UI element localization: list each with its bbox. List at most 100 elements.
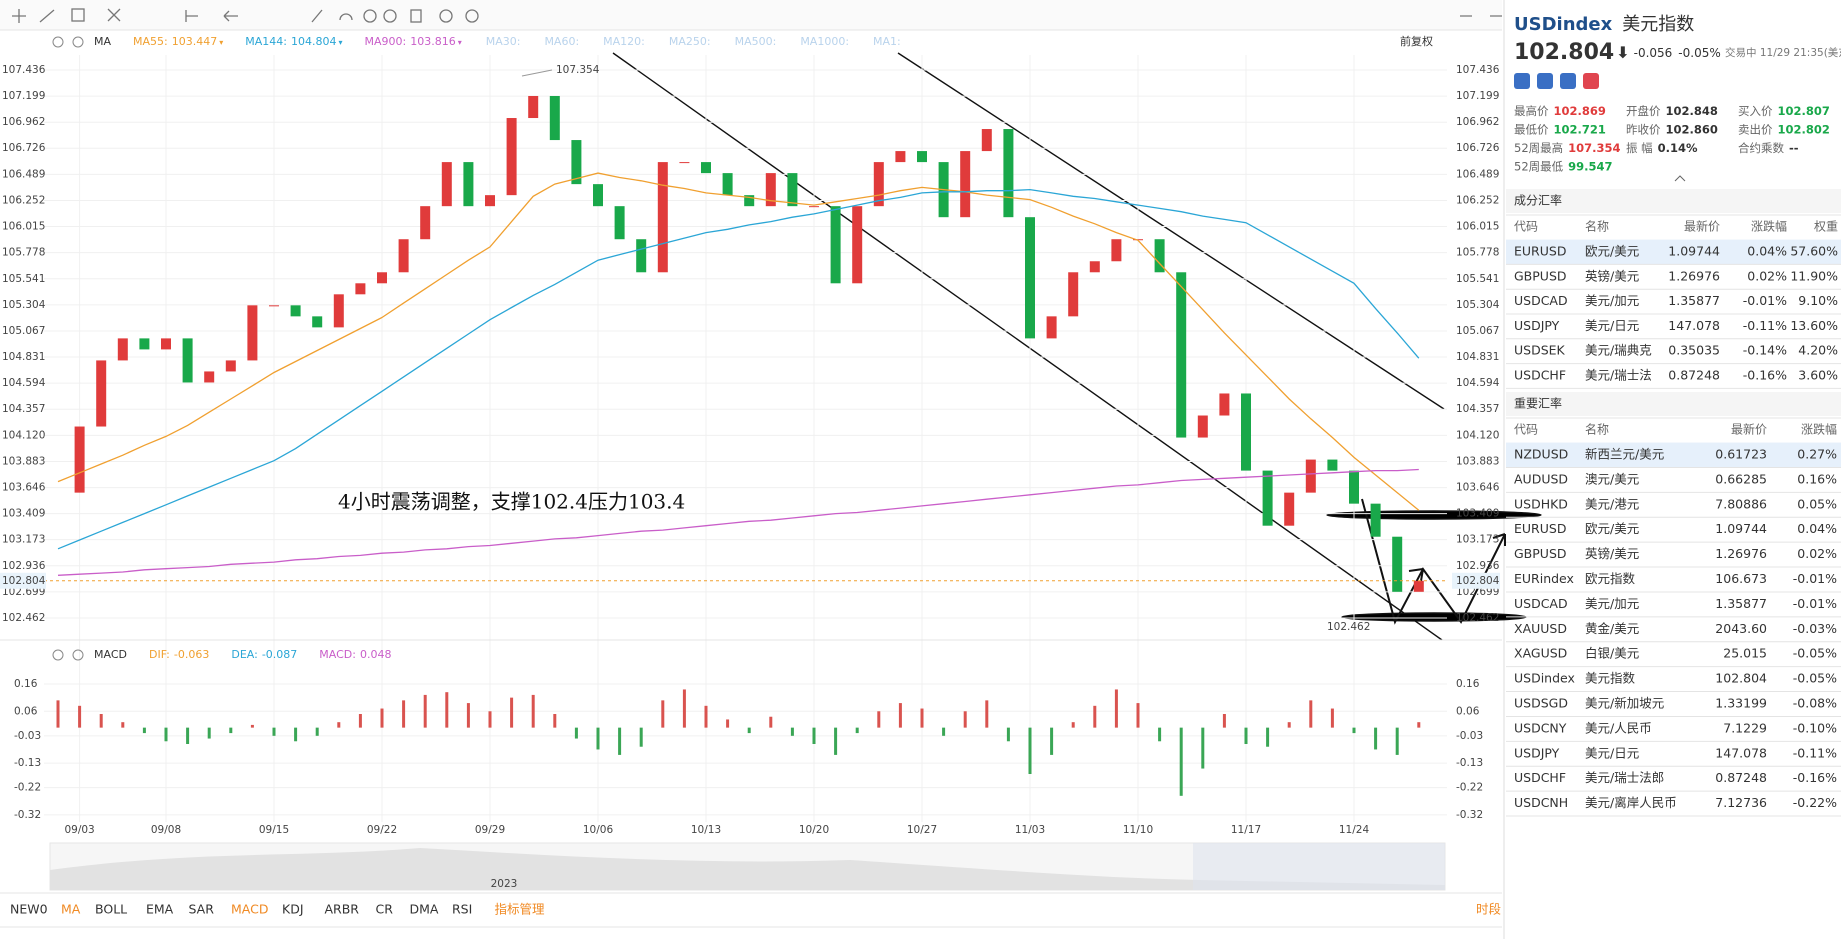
- table-cell[interactable]: USDCAD: [1514, 596, 1568, 611]
- x-tick-label: 10/20: [799, 824, 829, 836]
- navigator-window[interactable]: [1193, 843, 1445, 890]
- action-icon[interactable]: [1583, 73, 1599, 89]
- table-cell[interactable]: EURUSD: [1514, 521, 1566, 536]
- histogram-bar: [1374, 727, 1378, 750]
- table-cell[interactable]: USDCHF: [1514, 770, 1566, 785]
- candle: [355, 283, 366, 295]
- y-tick-label: 103.409: [1456, 508, 1499, 520]
- table-cell[interactable]: AUDUSD: [1514, 471, 1568, 486]
- table-cell[interactable]: USDHKD: [1514, 496, 1568, 511]
- section-bar: [1506, 392, 1841, 416]
- table-cell: 美元/新加坡元: [1585, 696, 1664, 711]
- action-icon[interactable]: [1514, 73, 1530, 89]
- indicator-manage[interactable]: 指标管理: [495, 902, 546, 917]
- table-cell[interactable]: USDSEK: [1514, 343, 1566, 358]
- stat-value: 102.807: [1778, 104, 1830, 118]
- table-cell[interactable]: USDCNH: [1514, 795, 1568, 810]
- candle: [679, 162, 690, 164]
- y-tick-label: 105.541: [2, 273, 45, 285]
- table-cell: 美元/日元: [1585, 318, 1639, 333]
- table-cell: -0.05%: [1793, 671, 1837, 686]
- stat-label: 52周最低: [1514, 159, 1564, 173]
- histogram-bar: [618, 727, 622, 755]
- indicator-tab[interactable]: NEW0: [10, 902, 48, 917]
- table-cell[interactable]: GBPUSD: [1514, 268, 1567, 283]
- table-cell: 1.35877: [1668, 293, 1720, 308]
- table-cell[interactable]: EURindex: [1514, 571, 1574, 586]
- table-cell[interactable]: GBPUSD: [1514, 546, 1567, 561]
- indicator-tab[interactable]: SAR: [189, 902, 215, 917]
- indicator-tab[interactable]: ARBR: [325, 902, 360, 917]
- stat-value: 102.860: [1666, 122, 1718, 136]
- toolbar-icons[interactable]: [12, 8, 1502, 23]
- table-cell[interactable]: XAGUSD: [1514, 646, 1567, 661]
- x-tick-label: 10/06: [583, 824, 614, 836]
- indicator-tab[interactable]: DMA: [410, 902, 439, 917]
- period-button[interactable]: 时段: [1476, 902, 1501, 917]
- table-cell: 欧元指数: [1585, 571, 1636, 586]
- table-cell[interactable]: USDCNY: [1514, 720, 1567, 735]
- table-cell: 美元/加元: [1585, 293, 1639, 308]
- table-cell[interactable]: USDindex: [1514, 671, 1575, 686]
- histogram-bar: [747, 727, 751, 734]
- table-cell: 147.078: [1668, 318, 1720, 333]
- stat-label: 最高价: [1514, 104, 1549, 118]
- histogram-bar: [1309, 700, 1313, 728]
- indicator-tab[interactable]: RSI: [452, 902, 472, 917]
- candle: [917, 151, 927, 163]
- navigator-year: 2023: [491, 878, 518, 890]
- low-label: 102.462: [1327, 621, 1370, 633]
- legend-name: MACD:: [319, 648, 356, 661]
- candle: [96, 360, 107, 427]
- table-cell: -0.16%: [1793, 770, 1837, 785]
- y-tick-label: 104.831: [1456, 351, 1499, 363]
- histogram-bar: [639, 727, 643, 747]
- action-icon[interactable]: [1560, 73, 1576, 89]
- candle: [161, 338, 171, 350]
- column-header: 权重: [1814, 220, 1838, 234]
- symbol: USDindex: [1514, 14, 1613, 35]
- candle: [636, 239, 647, 273]
- histogram-bar: [99, 714, 103, 728]
- indicator-tab[interactable]: CR: [376, 902, 394, 917]
- last-price-tag: [0, 572, 46, 589]
- action-icon[interactable]: [1537, 73, 1553, 89]
- section-bar: [1506, 189, 1841, 213]
- table-cell[interactable]: NZDUSD: [1514, 447, 1568, 462]
- table-cell[interactable]: USDSGD: [1514, 696, 1568, 711]
- adjust-button[interactable]: 前复权: [1400, 34, 1433, 48]
- y-tick-label: -0.03: [1456, 730, 1483, 742]
- price: 102.804: [1514, 40, 1614, 65]
- section-title: 重要汇率: [1514, 396, 1562, 411]
- table-cell[interactable]: USDJPY: [1514, 745, 1560, 760]
- indicator-tab[interactable]: MACD: [231, 902, 268, 917]
- histogram-bar: [466, 703, 470, 728]
- y-tick-label: 0.16: [14, 678, 38, 690]
- y-tick-label: 0.06: [1456, 705, 1480, 717]
- indicator-tab[interactable]: MA: [61, 902, 81, 917]
- y-tick-label: 104.831: [2, 351, 45, 363]
- table-cell[interactable]: USDJPY: [1514, 318, 1560, 333]
- row-highlight: [1506, 239, 1841, 265]
- candle: [528, 95, 539, 119]
- candle: [593, 184, 603, 207]
- table-cell[interactable]: EURUSD: [1514, 244, 1566, 259]
- y-tick-label: -0.13: [14, 757, 41, 769]
- stat-value: 99.547: [1568, 159, 1612, 173]
- table-cell[interactable]: XAUUSD: [1514, 621, 1567, 636]
- high-label: 107.354: [556, 64, 600, 76]
- candle: [1197, 415, 1208, 438]
- legend-inactive: MA250:: [669, 35, 711, 48]
- indicator-tab[interactable]: KDJ: [282, 902, 304, 917]
- column-header: 代码: [1514, 423, 1538, 437]
- table-cell[interactable]: USDCHF: [1514, 368, 1566, 383]
- indicator-tab[interactable]: BOLL: [95, 902, 127, 917]
- table-cell: -0.10%: [1793, 720, 1837, 735]
- quote-title: USDindex 美元指数: [1514, 14, 1694, 35]
- stat-label: 买入价: [1738, 104, 1773, 118]
- table-cell[interactable]: USDCAD: [1514, 293, 1568, 308]
- legend-inactive: MA1000:: [800, 35, 849, 48]
- navigator-area: [50, 848, 1445, 890]
- candle: [1154, 239, 1165, 273]
- indicator-tab[interactable]: EMA: [146, 902, 174, 917]
